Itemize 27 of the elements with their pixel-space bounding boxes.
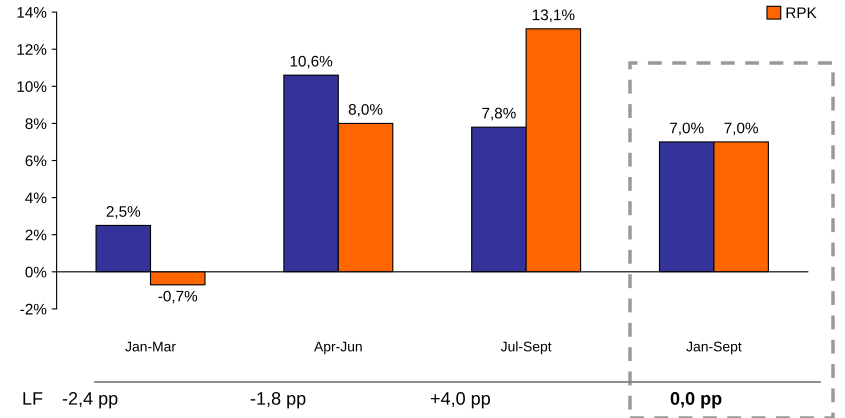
data-label: 10,6% xyxy=(290,56,332,68)
y-tick-label: 2% xyxy=(26,230,46,240)
data-label: 7,0% xyxy=(670,122,704,136)
data-label: -0,7% xyxy=(158,290,198,304)
y-tick-label: -2% xyxy=(20,304,46,315)
y-tick-label: 4% xyxy=(25,192,46,204)
data-label: 2,5% xyxy=(106,206,140,219)
text: LF xyxy=(23,392,42,405)
x-tick-label: Jan-Mar xyxy=(125,342,176,352)
text: -2,4 pp xyxy=(62,392,118,408)
y-tick-label: 0% xyxy=(25,266,46,278)
y-tick-label: 12% xyxy=(17,44,46,55)
data-label: 13,1% xyxy=(532,9,574,22)
legend-label: RPK xyxy=(786,7,817,18)
y-tick-label: 14% xyxy=(17,7,46,18)
x-tick-label: Jul-Sept xyxy=(500,341,552,354)
text: +4,0 pp xyxy=(430,392,490,408)
y-tick-label: 10% xyxy=(17,81,46,92)
data-label: 8,0% xyxy=(348,104,382,117)
y-tick-label: 6% xyxy=(26,155,46,166)
data-label: 7,8% xyxy=(482,108,516,120)
y-tick-label: 8% xyxy=(25,118,46,130)
x-tick-label: Jan-Sept xyxy=(686,342,742,354)
data-label: 7,0% xyxy=(724,122,758,136)
text: 0,0 pp xyxy=(670,392,722,408)
text: -1,8 pp xyxy=(250,392,306,408)
x-tick-label: Apr-Jun xyxy=(314,342,362,354)
